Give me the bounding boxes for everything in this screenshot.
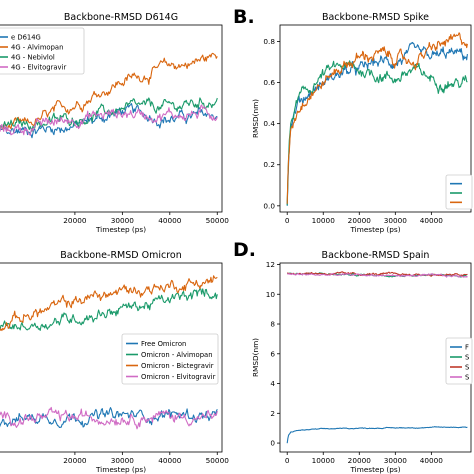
legend-label: 4G - Nebivlol [11, 53, 55, 61]
series-line-3 [0, 104, 218, 136]
x-tick-label: 40000 [158, 456, 182, 465]
x-tick-label: 20000 [63, 456, 87, 465]
legend-label: S [465, 353, 469, 361]
chart-title: Backbone-RMSD Spain [322, 250, 430, 261]
series-line-3 [0, 406, 218, 430]
legend-label: 4G - Elvitogravir [11, 63, 66, 71]
legend [445, 174, 473, 210]
y-tick-label: 0.8 [263, 37, 275, 46]
series-line-2 [0, 97, 218, 132]
legend-label: Free Omicron [141, 340, 186, 348]
y-tick-label: 0.0 [263, 201, 275, 210]
panel-label-d: D. [233, 239, 256, 261]
y-tick-label: 8 [270, 320, 275, 329]
legend-label: F [465, 343, 469, 351]
x-tick-label: 30000 [384, 456, 408, 465]
x-axis-label: Timestep (ps) [349, 465, 400, 474]
legend-label: Omicron - Elvitogravir [141, 373, 216, 381]
series-line-0 [286, 41, 468, 206]
series-line-1 [286, 60, 468, 206]
x-tick-label: 20000 [348, 456, 372, 465]
series-line-1 [0, 52, 218, 131]
plot-frame [279, 262, 472, 453]
y-axis-label: RMSD(nm) [251, 338, 260, 377]
x-tick-label: 10000 [312, 456, 336, 465]
x-axis-label: Timestep (ps) [95, 465, 146, 474]
chart-panel-0: Backbone-RMSD D614G 20000 30000 40000 50000 T… [0, 12, 229, 234]
y-tick-label: 10 [266, 290, 276, 299]
legend-box [121, 333, 219, 385]
plot-frame [0, 24, 223, 213]
series-line-3 [287, 272, 468, 278]
legend-box [445, 174, 473, 210]
x-tick-label: 0 [285, 216, 290, 225]
legend-box [0, 27, 85, 75]
series-line-2 [0, 275, 218, 332]
x-tick-label: 40000 [420, 456, 444, 465]
y-axis-label: RMSD(nm) [251, 99, 260, 138]
legend: Free Omicron Omicron - Alvimopan Omicron -… [121, 333, 219, 385]
x-tick-label: 10000 [312, 216, 336, 225]
x-tick-label: 0 [285, 456, 290, 465]
y-tick-label: 2 [270, 409, 275, 418]
legend-label: e D614G [11, 33, 41, 41]
x-tick-label: 50000 [206, 216, 230, 225]
legend-label: S [465, 363, 469, 371]
y-tick-label: 12 [266, 260, 275, 269]
x-tick-label: 40000 [420, 216, 444, 225]
chart-panel-1: Backbone-RMSD Spike 0 10000 20000 30000 40000… [251, 12, 473, 234]
y-tick-label: 0 [270, 439, 275, 448]
legend-label: S [465, 373, 469, 381]
chart-panel-3: Backbone-RMSD Spain 0 10000 20000 30000 40000… [251, 250, 473, 474]
legend-box [445, 337, 473, 385]
chart-title: Backbone-RMSD D614G [64, 12, 178, 23]
legend-label: 4G - Alvimopan [11, 43, 63, 51]
legend-label: Omicron - Alvimopan [141, 351, 213, 359]
x-tick-label: 30000 [111, 216, 135, 225]
y-tick-label: 4 [270, 379, 275, 388]
x-axis-label: Timestep (ps) [95, 225, 146, 234]
x-tick-label: 20000 [63, 216, 87, 225]
y-tick-label: 0.6 [263, 78, 275, 87]
series-line-2 [286, 32, 468, 204]
panel-label-b: B. [233, 6, 255, 28]
plot-frame [0, 262, 223, 453]
series-line-0 [0, 407, 218, 428]
plot-frame [279, 24, 472, 213]
x-tick-label: 20000 [348, 216, 372, 225]
chart-title: Backbone-RMSD Omicron [60, 250, 182, 261]
chart-title: Backbone-RMSD Spike [322, 12, 429, 23]
y-tick-label: 0.4 [263, 119, 275, 128]
x-tick-label: 30000 [384, 216, 408, 225]
x-tick-label: 50000 [206, 456, 230, 465]
series-line-0 [286, 426, 468, 444]
legend: e D614G 4G - Alvimopan 4G - Nebivlol 4G - E… [0, 27, 85, 75]
legend-label: Omicron - Bictegravir [141, 362, 214, 370]
y-tick-label: 6 [270, 349, 275, 358]
x-axis-label: Timestep (ps) [349, 225, 400, 234]
x-tick-label: 40000 [158, 216, 182, 225]
chart-panel-2: Backbone-RMSD Omicron 20000 30000 40000 5000… [0, 250, 229, 474]
y-tick-label: 0.2 [263, 160, 275, 169]
x-tick-label: 30000 [111, 456, 135, 465]
